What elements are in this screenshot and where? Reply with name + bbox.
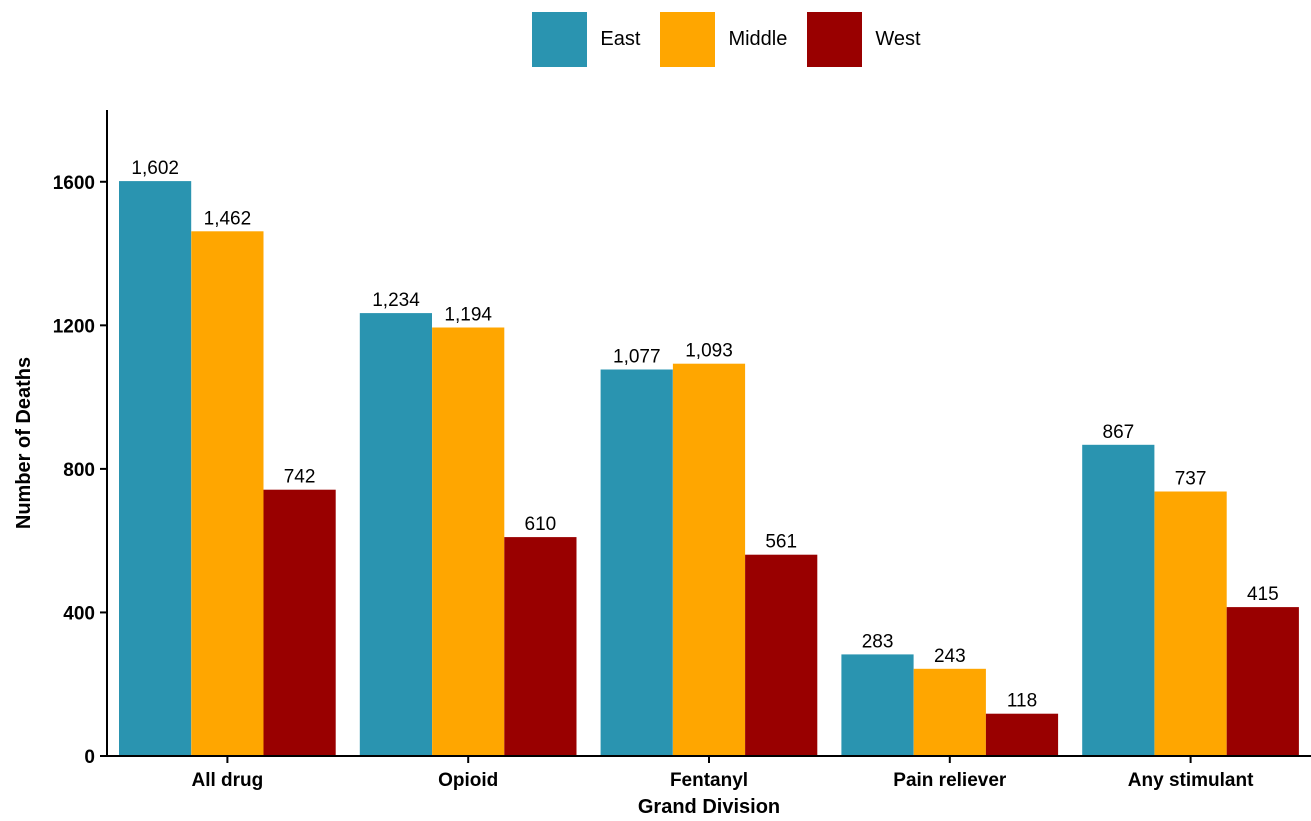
- bar-west-pain-reliever: [985, 713, 1059, 756]
- legend-label-middle: Middle: [728, 28, 788, 50]
- bar-west-all-drug: [263, 489, 336, 756]
- chart-legend: East Middle West: [0, 12, 1311, 67]
- legend-item-middle: Middle: [660, 12, 795, 67]
- y-ticks: 0 400 800 1200 1600: [53, 173, 107, 768]
- data-label: 737: [1175, 469, 1207, 490]
- x-tick-label: Pain reliever: [893, 770, 1007, 791]
- data-label: 1,194: [444, 305, 492, 326]
- legend-swatch-west: [807, 12, 863, 67]
- y-tick-label: 400: [63, 603, 95, 624]
- data-label: 1,602: [131, 158, 179, 179]
- legend-swatch-middle: [660, 12, 716, 67]
- x-tick-label: Opioid: [438, 770, 498, 791]
- legend-swatch-east: [532, 12, 588, 67]
- y-tick-label: 1600: [53, 173, 95, 194]
- x-tick-label: Any stimulant: [1128, 770, 1254, 791]
- bar-middle-any-stimulant: [1154, 491, 1227, 756]
- bar-east-fentanyl: [600, 369, 673, 756]
- bar-west-fentanyl: [745, 554, 818, 756]
- x-tick-label: All drug: [192, 770, 264, 791]
- bar-east-pain-reliever: [841, 654, 914, 756]
- data-label: 561: [765, 532, 797, 553]
- data-label: 742: [284, 467, 316, 488]
- y-tick-label: 800: [63, 460, 95, 481]
- data-label: 1,234: [372, 290, 420, 311]
- bar-middle-all-drug: [191, 231, 264, 757]
- data-label: 867: [1103, 422, 1135, 443]
- y-tick-label: 1200: [53, 316, 95, 337]
- bar-middle-opioid: [432, 327, 505, 756]
- bar-east-any-stimulant: [1082, 444, 1155, 756]
- data-label: 1,093: [685, 341, 733, 362]
- legend-label-west: West: [875, 28, 921, 50]
- legend-label-east: East: [600, 28, 641, 50]
- data-label: 283: [862, 631, 894, 652]
- data-label: 243: [934, 646, 966, 667]
- bars-layer: [119, 181, 1299, 757]
- legend-item-east: East: [532, 12, 648, 67]
- y-tick-label: 0: [84, 747, 95, 768]
- legend-item-west: West: [807, 12, 928, 67]
- bar-middle-fentanyl: [672, 363, 746, 756]
- bar-west-any-stimulant: [1226, 607, 1299, 756]
- y-axis-title: Number of Deaths: [13, 357, 35, 529]
- x-tick-label: Fentanyl: [670, 770, 748, 791]
- bar-middle-pain-reliever: [913, 668, 986, 756]
- data-label: 415: [1247, 584, 1279, 605]
- x-ticks: All drug Opioid Fentanyl Pain reliever Any s…: [192, 756, 1254, 791]
- x-axis-title: Grand Division: [638, 796, 780, 818]
- data-label: 118: [1007, 691, 1037, 712]
- bar-east-all-drug: [119, 181, 192, 757]
- bar-east-opioid: [359, 313, 432, 756]
- data-label: 1,077: [613, 347, 661, 368]
- data-label: 610: [525, 514, 557, 535]
- bar-west-opioid: [504, 537, 577, 756]
- data-labels-layer: 1,602 1,462 742 1,234 1,194 610 1,077 1,093 561 2…: [131, 158, 1278, 712]
- data-label: 1,462: [204, 208, 252, 229]
